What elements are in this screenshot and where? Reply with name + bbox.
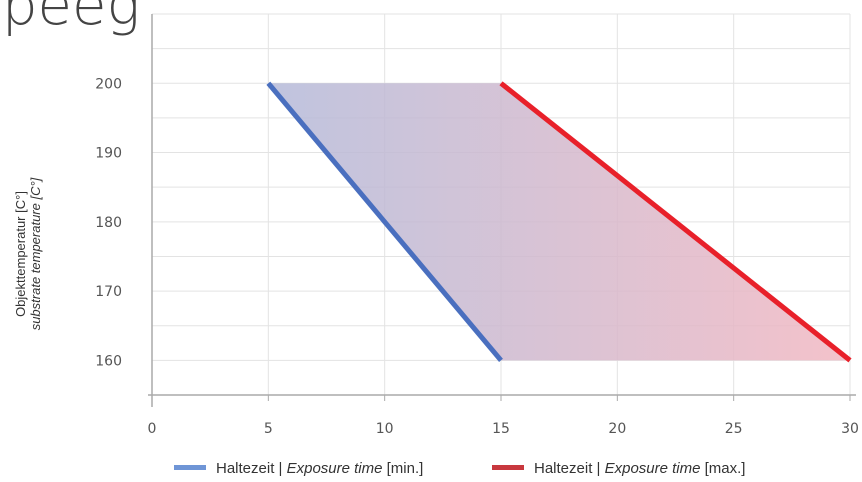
- x-tick-label: 20: [608, 421, 626, 437]
- x-tick-label: 15: [492, 421, 510, 437]
- legend-min-unit: [min.]: [382, 460, 424, 477]
- legend-item-max: Haltezeit | Exposure time [max.]: [492, 460, 745, 477]
- series-line-max: [499, 81, 852, 363]
- y-tick-label: 190: [95, 146, 122, 162]
- y-axis-label-de: Objekttemperatur [C°]: [13, 191, 28, 317]
- x-tick-label: 25: [725, 421, 743, 437]
- tick-labels: 160 170 180 190 200 0 5 10 15 20 25 30: [95, 76, 859, 437]
- exposure-band: [268, 83, 850, 361]
- y-tick-label: 180: [95, 215, 122, 231]
- exposure-band-area: [268, 83, 850, 361]
- x-tick-label: 5: [264, 421, 273, 437]
- x-tick-label: 30: [841, 421, 859, 437]
- legend-max-en: Exposure time: [604, 460, 701, 477]
- y-tick-label: 200: [95, 76, 122, 92]
- series: [266, 81, 852, 363]
- x-tick-label: 10: [376, 421, 394, 437]
- axes: [148, 14, 856, 407]
- y-tick-label: 160: [95, 353, 122, 369]
- legend-swatch-min: [174, 464, 206, 470]
- legend-max-de: Haltezeit |: [534, 460, 605, 477]
- legend-swatch-max: [492, 464, 524, 470]
- y-axis-label-en: substrate temperature [C°]: [28, 177, 43, 331]
- series-line-min: [266, 81, 503, 362]
- y-tick-label: 170: [95, 284, 122, 300]
- legend-max-unit: [max.]: [700, 460, 746, 477]
- legend: Haltezeit | Exposure time [min.] Halteze…: [0, 460, 862, 482]
- legend-item-min: Haltezeit | Exposure time [min.]: [174, 460, 423, 477]
- legend-min-en: Exposure time: [286, 460, 383, 477]
- page-title-fragment: peeg: [2, 0, 141, 38]
- x-tick-label: 0: [148, 421, 157, 437]
- legend-min-de: Haltezeit |: [216, 460, 287, 477]
